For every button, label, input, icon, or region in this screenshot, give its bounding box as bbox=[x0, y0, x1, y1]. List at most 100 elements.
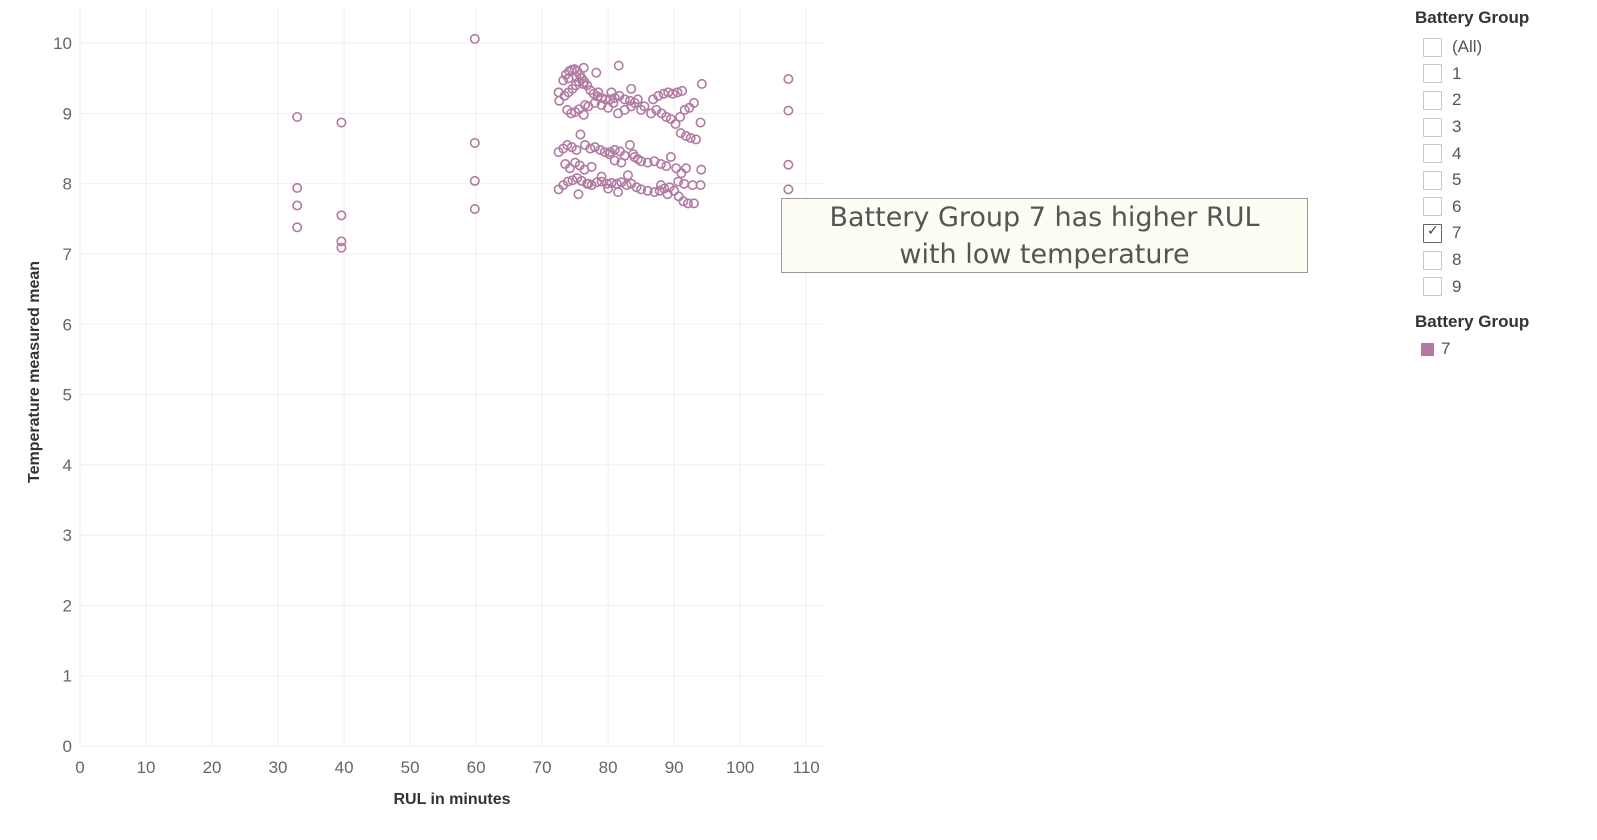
data-point[interactable] bbox=[571, 71, 582, 82]
data-point[interactable] bbox=[554, 95, 565, 106]
data-point[interactable] bbox=[681, 163, 692, 174]
data-point[interactable] bbox=[292, 182, 303, 193]
data-point[interactable] bbox=[596, 171, 607, 182]
data-point[interactable] bbox=[678, 196, 689, 207]
data-point[interactable] bbox=[589, 97, 600, 108]
checkbox-checked[interactable] bbox=[1423, 223, 1442, 243]
data-point[interactable] bbox=[679, 178, 690, 189]
data-point[interactable] bbox=[578, 109, 589, 120]
data-point[interactable] bbox=[292, 200, 303, 211]
data-point[interactable] bbox=[655, 180, 666, 191]
filter-item[interactable]: 8 bbox=[1415, 247, 1590, 274]
data-point[interactable] bbox=[631, 182, 642, 193]
checkbox[interactable] bbox=[1423, 117, 1442, 137]
data-point[interactable] bbox=[469, 175, 480, 186]
data-point[interactable] bbox=[626, 83, 637, 94]
data-point[interactable] bbox=[653, 90, 664, 101]
data-point[interactable] bbox=[636, 104, 647, 115]
data-point[interactable] bbox=[564, 163, 575, 174]
data-point[interactable] bbox=[676, 168, 687, 179]
data-point[interactable] bbox=[642, 185, 653, 196]
data-point[interactable] bbox=[672, 87, 683, 98]
data-point[interactable] bbox=[469, 204, 480, 215]
data-point[interactable] bbox=[562, 176, 573, 187]
data-point[interactable] bbox=[609, 155, 620, 166]
data-point[interactable] bbox=[670, 118, 681, 129]
data-point[interactable] bbox=[690, 134, 701, 145]
filter-item[interactable]: 9 bbox=[1415, 273, 1590, 300]
checkbox[interactable] bbox=[1423, 144, 1442, 164]
data-point[interactable] bbox=[336, 117, 347, 128]
data-point[interactable] bbox=[632, 94, 643, 105]
checkbox[interactable] bbox=[1423, 37, 1442, 57]
filter-item[interactable]: 6 bbox=[1415, 194, 1590, 221]
data-point[interactable] bbox=[667, 88, 678, 99]
data-point[interactable] bbox=[613, 60, 624, 71]
data-point[interactable] bbox=[616, 177, 627, 188]
data-point[interactable] bbox=[616, 157, 627, 168]
data-point[interactable] bbox=[783, 159, 794, 170]
data-point[interactable] bbox=[596, 176, 607, 187]
data-point[interactable] bbox=[595, 144, 606, 155]
data-point[interactable] bbox=[621, 180, 632, 191]
filter-item[interactable]: 4 bbox=[1415, 140, 1590, 167]
data-point[interactable] bbox=[573, 189, 584, 200]
data-point[interactable] bbox=[583, 178, 594, 189]
data-point[interactable] bbox=[567, 175, 578, 186]
data-point[interactable] bbox=[688, 198, 699, 209]
data-point[interactable] bbox=[663, 87, 674, 98]
data-point[interactable] bbox=[585, 143, 596, 154]
data-point[interactable] bbox=[685, 133, 696, 144]
data-point[interactable] bbox=[336, 236, 347, 247]
data-point[interactable] bbox=[783, 73, 794, 84]
data-point[interactable] bbox=[562, 140, 573, 151]
data-point[interactable] bbox=[292, 222, 303, 233]
filter-item[interactable]: 1 bbox=[1415, 61, 1590, 88]
data-point[interactable] bbox=[688, 97, 699, 108]
data-point[interactable] bbox=[649, 187, 660, 198]
checkbox[interactable] bbox=[1423, 90, 1442, 110]
data-point[interactable] bbox=[580, 99, 591, 110]
data-point[interactable] bbox=[681, 130, 692, 141]
data-point[interactable] bbox=[593, 87, 604, 98]
data-point[interactable] bbox=[578, 78, 589, 89]
data-point[interactable] bbox=[336, 242, 347, 253]
filter-item[interactable]: 5 bbox=[1415, 167, 1590, 194]
data-point[interactable] bbox=[783, 184, 794, 195]
data-point[interactable] bbox=[622, 170, 633, 181]
data-point[interactable] bbox=[661, 161, 672, 172]
data-point[interactable] bbox=[578, 62, 589, 73]
data-point[interactable] bbox=[696, 164, 707, 175]
data-point[interactable] bbox=[695, 117, 706, 128]
data-point[interactable] bbox=[673, 191, 684, 202]
data-point[interactable] bbox=[586, 161, 597, 172]
data-point[interactable] bbox=[599, 147, 610, 158]
data-point[interactable] bbox=[636, 184, 647, 195]
data-point[interactable] bbox=[575, 129, 586, 140]
data-point[interactable] bbox=[591, 67, 602, 78]
data-point[interactable] bbox=[601, 178, 612, 189]
data-point[interactable] bbox=[654, 185, 665, 196]
data-point[interactable] bbox=[469, 33, 480, 44]
data-point[interactable] bbox=[571, 144, 582, 155]
data-point[interactable] bbox=[679, 104, 690, 115]
data-point[interactable] bbox=[604, 149, 615, 160]
data-point[interactable] bbox=[683, 198, 694, 209]
checkbox[interactable] bbox=[1423, 250, 1442, 270]
data-point[interactable] bbox=[336, 210, 347, 221]
data-point[interactable] bbox=[673, 176, 684, 187]
data-point[interactable] bbox=[675, 111, 686, 122]
data-point[interactable] bbox=[619, 94, 630, 105]
data-point[interactable] bbox=[613, 187, 624, 198]
data-point[interactable] bbox=[655, 159, 666, 170]
data-point[interactable] bbox=[626, 101, 637, 112]
data-point[interactable] bbox=[696, 78, 707, 89]
checkbox[interactable] bbox=[1423, 64, 1442, 84]
data-point[interactable] bbox=[603, 183, 614, 194]
checkbox[interactable] bbox=[1423, 197, 1442, 217]
data-point[interactable] bbox=[558, 75, 569, 86]
data-point[interactable] bbox=[603, 102, 614, 113]
data-point[interactable] bbox=[628, 149, 639, 160]
data-point[interactable] bbox=[624, 140, 635, 151]
data-point[interactable] bbox=[665, 152, 676, 163]
